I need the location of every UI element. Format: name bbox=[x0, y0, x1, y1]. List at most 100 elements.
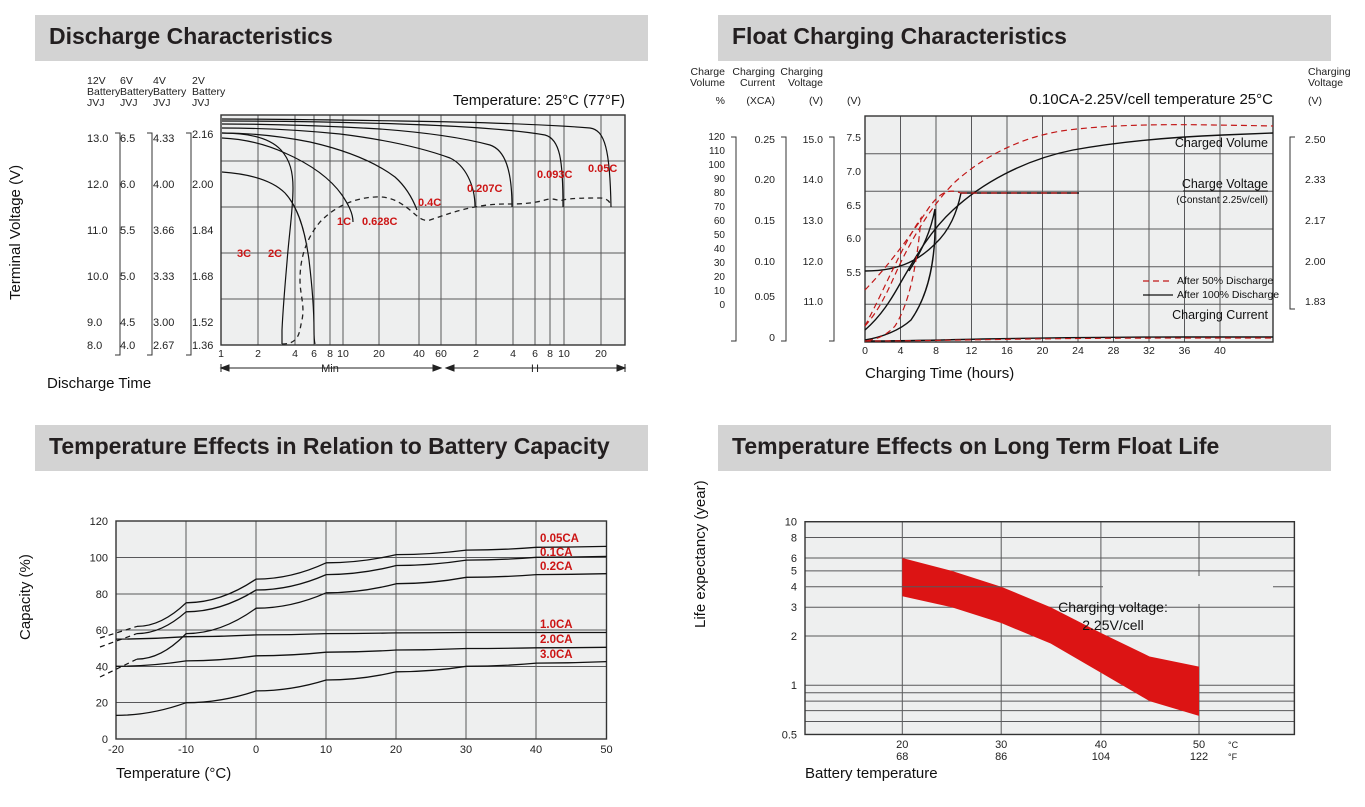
svg-text:Life expectancy (year): Life expectancy (year) bbox=[692, 480, 709, 628]
svg-text:0.05: 0.05 bbox=[755, 291, 776, 303]
svg-text:2.0CA: 2.0CA bbox=[540, 634, 573, 646]
svg-text:Volume: Volume bbox=[690, 77, 725, 89]
svg-text:11.0: 11.0 bbox=[87, 225, 108, 237]
svg-text:100: 100 bbox=[90, 553, 108, 565]
svg-text:8: 8 bbox=[327, 348, 333, 360]
svg-text:20: 20 bbox=[896, 739, 908, 751]
svg-text:JVJ: JVJ bbox=[120, 97, 138, 109]
svg-text:20: 20 bbox=[595, 348, 607, 360]
svg-text:12.0: 12.0 bbox=[87, 179, 108, 191]
svg-text:10: 10 bbox=[714, 286, 726, 297]
svg-text:2: 2 bbox=[255, 348, 261, 360]
svg-text:(V): (V) bbox=[809, 95, 823, 107]
svg-text:12: 12 bbox=[966, 345, 978, 357]
svg-text:2.33: 2.33 bbox=[1305, 174, 1326, 186]
svg-text:9.0: 9.0 bbox=[87, 317, 102, 329]
svg-text:0.05C: 0.05C bbox=[588, 163, 617, 175]
svg-text:0.05CA: 0.05CA bbox=[540, 533, 579, 545]
svg-text:13.0: 13.0 bbox=[803, 215, 824, 227]
svg-text:Capacity (%): Capacity (%) bbox=[17, 554, 34, 640]
svg-text:60: 60 bbox=[714, 216, 726, 227]
svg-text:30: 30 bbox=[460, 744, 472, 756]
svg-text:JVJ: JVJ bbox=[153, 97, 171, 109]
svg-text:5.5: 5.5 bbox=[846, 267, 861, 279]
svg-text:40: 40 bbox=[1214, 345, 1226, 357]
svg-text:6.5: 6.5 bbox=[120, 133, 135, 145]
svg-text:6.0: 6.0 bbox=[120, 179, 135, 191]
svg-text:30: 30 bbox=[995, 739, 1007, 751]
svg-text:40: 40 bbox=[530, 744, 542, 756]
svg-text:40: 40 bbox=[1095, 739, 1107, 751]
svg-text:Min: Min bbox=[321, 363, 339, 375]
svg-text:0.10: 0.10 bbox=[755, 256, 776, 268]
svg-text:0: 0 bbox=[253, 744, 259, 756]
svg-text:3.66: 3.66 bbox=[153, 225, 174, 237]
svg-text:8: 8 bbox=[791, 532, 797, 544]
svg-text:60: 60 bbox=[96, 625, 108, 637]
svg-text:90: 90 bbox=[714, 174, 726, 185]
svg-text:2.00: 2.00 bbox=[1305, 256, 1326, 268]
svg-text:60: 60 bbox=[435, 348, 447, 360]
svg-text:3C: 3C bbox=[237, 248, 251, 260]
svg-text:Charging Current: Charging Current bbox=[1172, 308, 1268, 322]
svg-text:JVJ: JVJ bbox=[87, 97, 105, 109]
svg-text:122: 122 bbox=[1190, 751, 1208, 763]
svg-text:2.17: 2.17 bbox=[1305, 215, 1326, 227]
svg-text:30: 30 bbox=[714, 258, 726, 269]
svg-text:20: 20 bbox=[96, 698, 108, 710]
svg-text:50: 50 bbox=[714, 230, 726, 241]
svg-text:0.5: 0.5 bbox=[782, 729, 797, 741]
svg-text:5: 5 bbox=[791, 566, 797, 578]
svg-text:Charge Voltage: Charge Voltage bbox=[1182, 177, 1268, 191]
svg-text:0: 0 bbox=[719, 300, 725, 311]
svg-text:2.00: 2.00 bbox=[192, 179, 213, 191]
svg-text:4.33: 4.33 bbox=[153, 133, 174, 145]
svg-text:Charging voltage:: Charging voltage: bbox=[1058, 599, 1168, 615]
svg-text:After 100% Discharge: After 100% Discharge bbox=[1177, 289, 1279, 301]
svg-text:6: 6 bbox=[311, 348, 317, 360]
svg-text:14.0: 14.0 bbox=[803, 174, 824, 186]
svg-text:0.2CA: 0.2CA bbox=[540, 561, 573, 573]
svg-text:JVJ: JVJ bbox=[192, 97, 210, 109]
svg-text:68: 68 bbox=[896, 751, 908, 763]
svg-text:20: 20 bbox=[714, 272, 726, 283]
svg-text:15.0: 15.0 bbox=[803, 134, 824, 146]
svg-text:2C: 2C bbox=[268, 248, 282, 260]
svg-text:2.67: 2.67 bbox=[153, 340, 174, 352]
svg-text:6: 6 bbox=[532, 348, 538, 360]
svg-text:86: 86 bbox=[995, 751, 1007, 763]
svg-text:80: 80 bbox=[96, 589, 108, 601]
svg-text:Charging Time (hours): Charging Time (hours) bbox=[865, 365, 1014, 382]
svg-text:7.0: 7.0 bbox=[846, 166, 861, 178]
svg-text:Temperature: 25°C (77°F): Temperature: 25°C (77°F) bbox=[453, 92, 625, 109]
svg-text:0.4C: 0.4C bbox=[418, 197, 441, 209]
svg-text:28: 28 bbox=[1108, 345, 1120, 357]
svg-text:36: 36 bbox=[1179, 345, 1191, 357]
svg-text:1C: 1C bbox=[337, 216, 351, 228]
svg-text:12.0: 12.0 bbox=[803, 256, 824, 268]
svg-text:11.0: 11.0 bbox=[803, 296, 823, 308]
svg-text:16: 16 bbox=[1001, 345, 1013, 357]
svg-text:40: 40 bbox=[714, 244, 726, 255]
svg-text:(Constant 2.25v/cell): (Constant 2.25v/cell) bbox=[1176, 195, 1268, 206]
svg-text:20: 20 bbox=[1037, 345, 1049, 357]
svg-text:1.36: 1.36 bbox=[192, 340, 213, 352]
svg-text:8: 8 bbox=[547, 348, 553, 360]
svg-text:Voltage: Voltage bbox=[788, 77, 823, 89]
svg-text:4: 4 bbox=[292, 348, 298, 360]
svg-text:°C: °C bbox=[1228, 740, 1239, 750]
svg-text:24: 24 bbox=[1072, 345, 1084, 357]
svg-text:4.5: 4.5 bbox=[120, 317, 135, 329]
svg-text:10: 10 bbox=[558, 348, 570, 360]
svg-text:0.15: 0.15 bbox=[755, 215, 776, 227]
svg-text:5.0: 5.0 bbox=[120, 271, 135, 283]
svg-text:2.25V/cell: 2.25V/cell bbox=[1082, 617, 1143, 633]
svg-text:13.0: 13.0 bbox=[87, 133, 108, 145]
svg-text:120: 120 bbox=[90, 516, 108, 528]
svg-text:32: 32 bbox=[1143, 345, 1155, 357]
svg-text:2: 2 bbox=[473, 348, 479, 360]
svg-text:8: 8 bbox=[933, 345, 939, 357]
svg-text:1.68: 1.68 bbox=[192, 271, 213, 283]
svg-text:0.25: 0.25 bbox=[755, 134, 776, 146]
svg-text:°F: °F bbox=[1228, 752, 1238, 762]
